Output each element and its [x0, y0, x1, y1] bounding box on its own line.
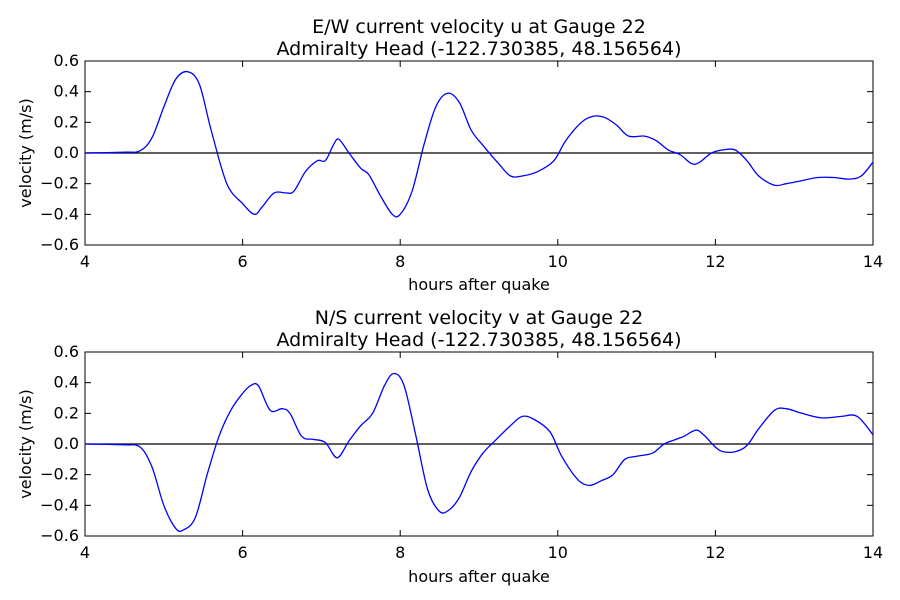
chart-v-x-tick-label: 6: [238, 543, 248, 562]
chart-v-y-tick-label: 0.4: [54, 373, 79, 392]
chart-u-x-tick-label: 6: [238, 252, 248, 271]
chart-u-y-tick-label: −0.2: [40, 174, 79, 193]
chart-u-y-tick-label: 0.0: [54, 143, 79, 162]
chart-v: N/S current velocity v at Gauge 22 Admir…: [16, 307, 883, 586]
chart-v-y-tick-label: 0.0: [54, 434, 79, 453]
chart-u-x-tick-label: 12: [705, 252, 725, 271]
chart-v-x-tick-label: 14: [863, 543, 883, 562]
chart-v-series-line: [84, 372, 874, 532]
chart-u-subtitle: Admiralty Head (-122.730385, 48.156564): [276, 38, 681, 60]
chart-u-x-tick-label: 8: [395, 252, 405, 271]
chart-u-x-axis-label: hours after quake: [408, 275, 550, 294]
chart-v-y-ticks: 0.6 0.4 0.2 0.0 −0.2 −0.4 −0.6: [40, 342, 873, 545]
chart-u-x-tick-label: 10: [548, 252, 568, 271]
chart-v-title: N/S current velocity v at Gauge 22: [315, 307, 643, 329]
chart-u-y-tick-label: 0.2: [54, 112, 79, 131]
chart-v-x-axis-label: hours after quake: [408, 567, 550, 586]
chart-v-y-tick-label: 0.2: [54, 403, 79, 422]
chart-u-y-tick-label: −0.6: [40, 235, 79, 254]
chart-v-x-ticks: 4 6 8 10 12 14: [80, 352, 883, 562]
chart-u-x-tick-label: 14: [863, 252, 883, 271]
chart-u-y-tick-label: −0.4: [40, 204, 79, 223]
chart-u: E/W current velocity u at Gauge 22 Admir…: [16, 16, 883, 294]
chart-v-y-tick-label: 0.6: [54, 342, 79, 361]
chart-v-y-tick-label: −0.6: [40, 526, 79, 545]
chart-u-y-tick-label: 0.4: [54, 82, 79, 101]
chart-v-subtitle: Admiralty Head (-122.730385, 48.156564): [276, 329, 681, 351]
chart-u-x-ticks: 4 6 8 10 12 14: [80, 61, 883, 271]
chart-v-x-tick-label: 8: [395, 543, 405, 562]
chart-v-x-tick-label: 12: [705, 543, 725, 562]
chart-u-title: E/W current velocity u at Gauge 22: [312, 16, 646, 38]
chart-v-x-tick-label: 10: [548, 543, 568, 562]
chart-v-y-axis-label: velocity (m/s): [16, 389, 35, 498]
chart-u-series-line: [84, 70, 874, 218]
chart-v-x-tick-label: 4: [80, 543, 90, 562]
chart-u-y-axis-label: velocity (m/s): [16, 98, 35, 207]
chart-v-y-tick-label: −0.2: [40, 465, 79, 484]
chart-u-y-tick-label: 0.6: [54, 51, 79, 70]
chart-v-y-tick-label: −0.4: [40, 495, 79, 514]
chart-u-x-tick-label: 4: [80, 252, 90, 271]
